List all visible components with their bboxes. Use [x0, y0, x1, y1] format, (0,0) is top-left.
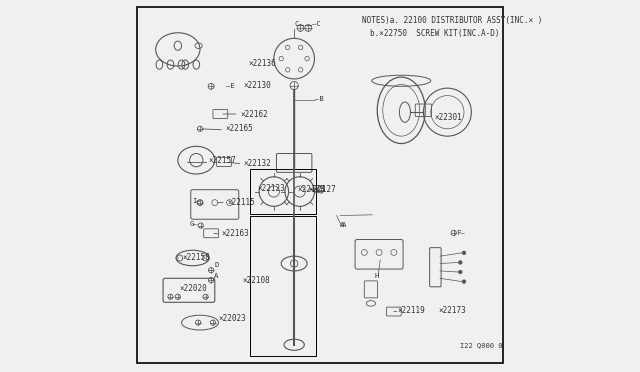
- Text: ×22163: ×22163: [221, 230, 249, 238]
- Text: ×22108: ×22108: [243, 276, 270, 285]
- Text: —B: —B: [316, 96, 324, 102]
- Text: D: D: [214, 262, 218, 268]
- Text: ×22173: ×22173: [438, 306, 466, 315]
- Text: G—: G—: [189, 221, 198, 227]
- Text: b.×22750  SCREW KIT(INC.A-D): b.×22750 SCREW KIT(INC.A-D): [370, 29, 499, 38]
- Text: ×22119: ×22119: [397, 306, 426, 315]
- Bar: [250, 169, 316, 214]
- Text: ×22023: ×22023: [218, 314, 246, 323]
- Text: ×22130: ×22130: [244, 81, 271, 90]
- Text: ×22165: ×22165: [226, 124, 253, 133]
- Text: ×22132: ×22132: [244, 159, 271, 169]
- Text: ×22136: ×22136: [248, 59, 276, 68]
- Text: —C: —C: [312, 22, 321, 28]
- Circle shape: [458, 260, 462, 264]
- Circle shape: [458, 270, 462, 274]
- Text: A: A: [340, 222, 345, 228]
- Circle shape: [462, 280, 466, 283]
- Text: ×22162: ×22162: [241, 109, 268, 119]
- Text: ×22301: ×22301: [435, 113, 462, 122]
- Text: A: A: [341, 222, 346, 228]
- Text: ×22157: ×22157: [209, 155, 236, 165]
- Text: ×22115: ×22115: [228, 198, 255, 207]
- Text: I—: I—: [193, 198, 202, 203]
- Bar: [250, 215, 316, 356]
- Text: A: A: [214, 273, 218, 279]
- Text: C: C: [295, 22, 300, 28]
- Text: Ι22 Q000 0: Ι22 Q000 0: [460, 343, 503, 349]
- Text: —E: —E: [226, 83, 235, 89]
- Text: ×22127: ×22127: [308, 185, 336, 194]
- Circle shape: [462, 251, 466, 255]
- Text: H: H: [374, 273, 379, 279]
- Text: ×22020: ×22020: [179, 284, 207, 293]
- Text: NOTES)a. 22100 DISTRIBUTOR ASSY(INC.× ): NOTES)a. 22100 DISTRIBUTOR ASSY(INC.× ): [362, 16, 543, 25]
- Text: ×22123: ×22123: [298, 185, 326, 194]
- Text: F—: F—: [456, 230, 465, 236]
- Text: ×22123: ×22123: [257, 185, 285, 193]
- Text: ×22158: ×22158: [182, 253, 211, 263]
